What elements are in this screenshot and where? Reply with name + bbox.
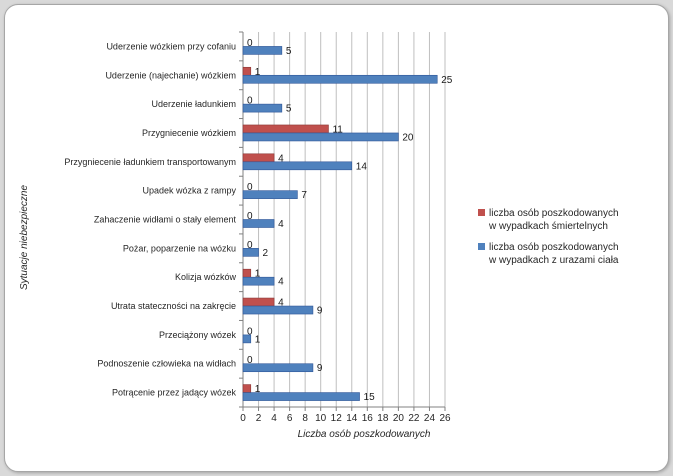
category-label: Pożar, poparzenie na wózku bbox=[123, 243, 236, 253]
data-label: 9 bbox=[317, 363, 323, 374]
data-label: 0 bbox=[247, 326, 253, 337]
legend-entry: liczba osób poszkodowanych bbox=[489, 208, 619, 219]
bar-fatal bbox=[242, 297, 275, 307]
data-label: 1 bbox=[255, 384, 261, 395]
legend-entry: liczba osób poszkodowanych bbox=[489, 242, 619, 253]
x-tick-label: 14 bbox=[346, 413, 358, 424]
x-axis-title: Liczba osób poszkodowanych bbox=[298, 429, 431, 440]
data-label: 0 bbox=[247, 182, 253, 193]
x-tick-label: 12 bbox=[331, 413, 343, 424]
bar-injury bbox=[242, 161, 353, 171]
bar-injury bbox=[242, 46, 283, 55]
x-tick-label: 4 bbox=[271, 413, 277, 424]
bars bbox=[242, 46, 438, 401]
bar-fatal bbox=[242, 268, 252, 278]
data-label: 25 bbox=[441, 75, 453, 86]
data-label: 7 bbox=[301, 190, 307, 201]
category-label: Przygniecenie wózkiem bbox=[142, 128, 236, 138]
x-tick-label: 26 bbox=[439, 413, 451, 424]
legend-swatch-fatal bbox=[478, 209, 485, 216]
legend-swatch-injury bbox=[478, 243, 485, 250]
category-label: Podnoszenie człowieka na widłach bbox=[97, 359, 236, 369]
bar-injury bbox=[242, 334, 252, 344]
category-label: Upadek wózka z rampy bbox=[142, 186, 236, 196]
bar-injury bbox=[242, 392, 360, 401]
data-label: 15 bbox=[364, 392, 376, 403]
x-tick-label: 8 bbox=[302, 413, 308, 424]
bar-injury bbox=[242, 248, 259, 257]
legend-entry: w wypadkach z urazami ciała bbox=[488, 255, 619, 266]
bar-fatal bbox=[242, 66, 252, 76]
x-tick-label: 22 bbox=[408, 413, 420, 424]
data-label: 9 bbox=[317, 306, 323, 317]
x-tick-label: 24 bbox=[424, 413, 436, 424]
category-label: Uderzenie ładunkiem bbox=[151, 99, 236, 109]
bar-fatal bbox=[242, 153, 275, 163]
bar-fatal bbox=[242, 124, 329, 134]
data-label: 4 bbox=[278, 298, 284, 309]
grid-lines bbox=[239, 31, 446, 411]
data-label: 1 bbox=[255, 269, 261, 280]
bar-injury bbox=[242, 74, 438, 84]
y-axis-title: Sytuacje niebezpieczne bbox=[19, 185, 30, 291]
category-label: Zahaczenie widłami o stały element bbox=[94, 215, 237, 225]
data-label: 4 bbox=[278, 153, 284, 164]
x-tick-label: 2 bbox=[256, 413, 262, 424]
x-tick-label: 16 bbox=[362, 413, 374, 424]
x-tick-label: 6 bbox=[287, 413, 293, 424]
x-tick-label: 18 bbox=[377, 413, 389, 424]
category-label: Kolizja wózków bbox=[175, 272, 237, 282]
data-label: 1 bbox=[255, 67, 261, 78]
data-label: 14 bbox=[356, 161, 368, 172]
data-label: 2 bbox=[263, 248, 269, 259]
data-label: 5 bbox=[286, 104, 292, 115]
data-label: 5 bbox=[286, 46, 292, 57]
bar-injury bbox=[242, 276, 275, 286]
bar-injury bbox=[242, 132, 399, 142]
category-label: Przygniecenie ładunkiem transportowanym bbox=[64, 157, 236, 167]
data-label: 4 bbox=[278, 219, 284, 230]
category-label: Przeciążony wózek bbox=[159, 330, 237, 340]
data-label: 0 bbox=[247, 211, 253, 222]
category-label: Uderzenie wózkiem przy cofaniu bbox=[106, 41, 236, 51]
category-label: Potrącenie przez jadący wózek bbox=[112, 388, 237, 398]
bar-injury bbox=[242, 305, 314, 315]
x-tick-label: 20 bbox=[393, 413, 405, 424]
data-label: 4 bbox=[278, 277, 284, 288]
legend: liczba osób poszkodowanych w wypadkach śm… bbox=[478, 208, 619, 266]
legend-entry: w wypadkach śmiertelnych bbox=[488, 221, 608, 232]
data-label: 0 bbox=[247, 96, 253, 107]
bar-fatal bbox=[242, 384, 252, 393]
bar-injury bbox=[242, 219, 275, 228]
category-label: Utrata stateczności na zakręcie bbox=[111, 301, 236, 311]
x-tick-label: 0 bbox=[240, 413, 246, 424]
data-label: 11 bbox=[332, 124, 343, 135]
data-label: 0 bbox=[247, 38, 253, 49]
data-label: 0 bbox=[247, 240, 253, 251]
data-label: 0 bbox=[247, 355, 253, 366]
data-label: 20 bbox=[402, 132, 414, 143]
bar-injury bbox=[242, 363, 314, 373]
bar-injury bbox=[242, 103, 283, 113]
x-tick-label: 10 bbox=[315, 413, 327, 424]
bar-injury bbox=[242, 190, 298, 199]
data-label: 1 bbox=[255, 334, 261, 345]
category-label: Uderzenie (najechanie) wózkiem bbox=[105, 70, 236, 80]
